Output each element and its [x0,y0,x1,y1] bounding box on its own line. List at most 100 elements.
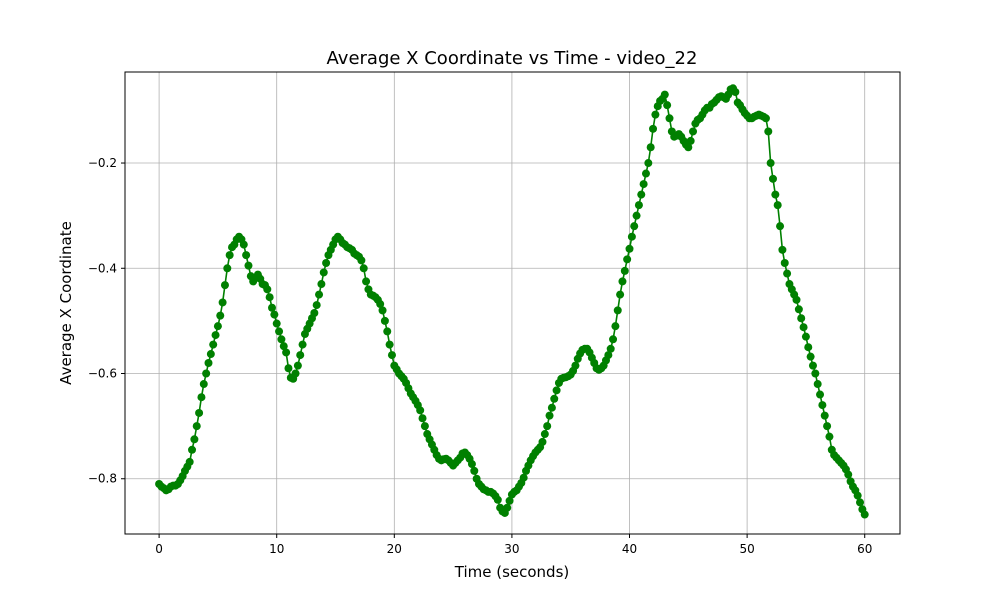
data-point [376,300,385,309]
data-point [284,364,293,373]
data-point [216,311,225,320]
data-point [213,322,222,331]
data-point [808,361,817,370]
data-point [467,460,476,469]
data-point [792,295,801,304]
x-axis-label: Time (seconds) [454,563,570,581]
data-point [543,422,552,431]
data-point [663,101,672,110]
data-point [771,190,780,199]
data-point [206,350,215,359]
data-point [637,190,646,199]
data-point [823,422,832,431]
data-point [275,327,284,336]
data-point [853,491,862,500]
data-point [776,222,785,231]
data-point [731,88,740,96]
data-point [686,136,695,145]
data-point [811,369,820,378]
x-tick-label: 40 [622,542,637,556]
data-point [689,127,698,136]
x-tick-label: 0 [155,542,163,556]
data-point [684,143,693,152]
data-point [190,435,199,444]
data-point [242,251,251,260]
data-point [632,211,641,220]
data-point [420,422,429,431]
data-point [359,264,368,273]
data-point [279,342,288,351]
data-point [493,495,502,504]
x-axis: 0 10 20 30 40 50 60 [155,534,872,556]
y-tick-label: −0.8 [88,472,117,486]
data-point [223,264,232,273]
data-point [768,174,777,183]
data-point [634,201,643,210]
data-point [218,298,227,307]
data-point [270,310,279,319]
data-point [665,114,674,123]
y-tick-label: −0.6 [88,367,117,381]
data-point [820,411,829,420]
data-point [844,470,853,479]
data-point [818,401,827,410]
data-point [816,390,825,399]
data-point [296,351,305,360]
data-point [387,351,396,360]
plot-frame [124,71,901,535]
data-point [641,169,650,178]
x-tick-label: 20 [387,542,402,556]
data-point [277,335,286,344]
data-point [813,380,822,389]
x-tick-label: 30 [504,542,519,556]
data-point [192,422,201,431]
data-point [604,351,613,360]
data-point [856,498,865,507]
data-point [646,143,655,152]
data-point [766,159,775,168]
series-layer [155,84,869,519]
data-point [188,445,197,454]
data-point [317,280,326,289]
data-point [197,393,206,402]
data-point [799,323,808,332]
data-point [209,340,218,349]
data-point [804,343,813,352]
data-point [778,245,787,254]
data-point [552,386,561,395]
data-point [764,127,773,136]
data-point [649,124,658,133]
y-axis: −0.8 −0.6 −0.4 −0.2 [88,156,125,486]
data-point [623,255,632,264]
data-point [545,411,554,420]
data-point [202,369,211,378]
data-point [794,305,803,314]
data-point [185,457,194,466]
data-point [263,285,272,294]
data-point [322,259,331,268]
data-point [660,90,669,99]
data-point [293,361,302,370]
data-point [312,301,321,310]
data-point [625,244,634,253]
data-point [357,256,366,265]
data-point [199,380,208,389]
data-point [825,432,834,441]
data-point [291,369,300,378]
data-point [620,266,629,275]
data-point [606,344,615,353]
data-point [416,406,425,415]
data-point [783,269,792,278]
data-point [362,277,371,286]
x-tick-label: 60 [857,542,872,556]
data-point [244,261,253,270]
data-point [519,473,528,482]
data-point [644,159,653,168]
y-axis-label: Average X Coordinate [57,221,75,385]
data-point [630,222,639,231]
data-point [265,293,274,302]
x-tick-label: 50 [739,542,754,556]
data-point [505,496,514,505]
